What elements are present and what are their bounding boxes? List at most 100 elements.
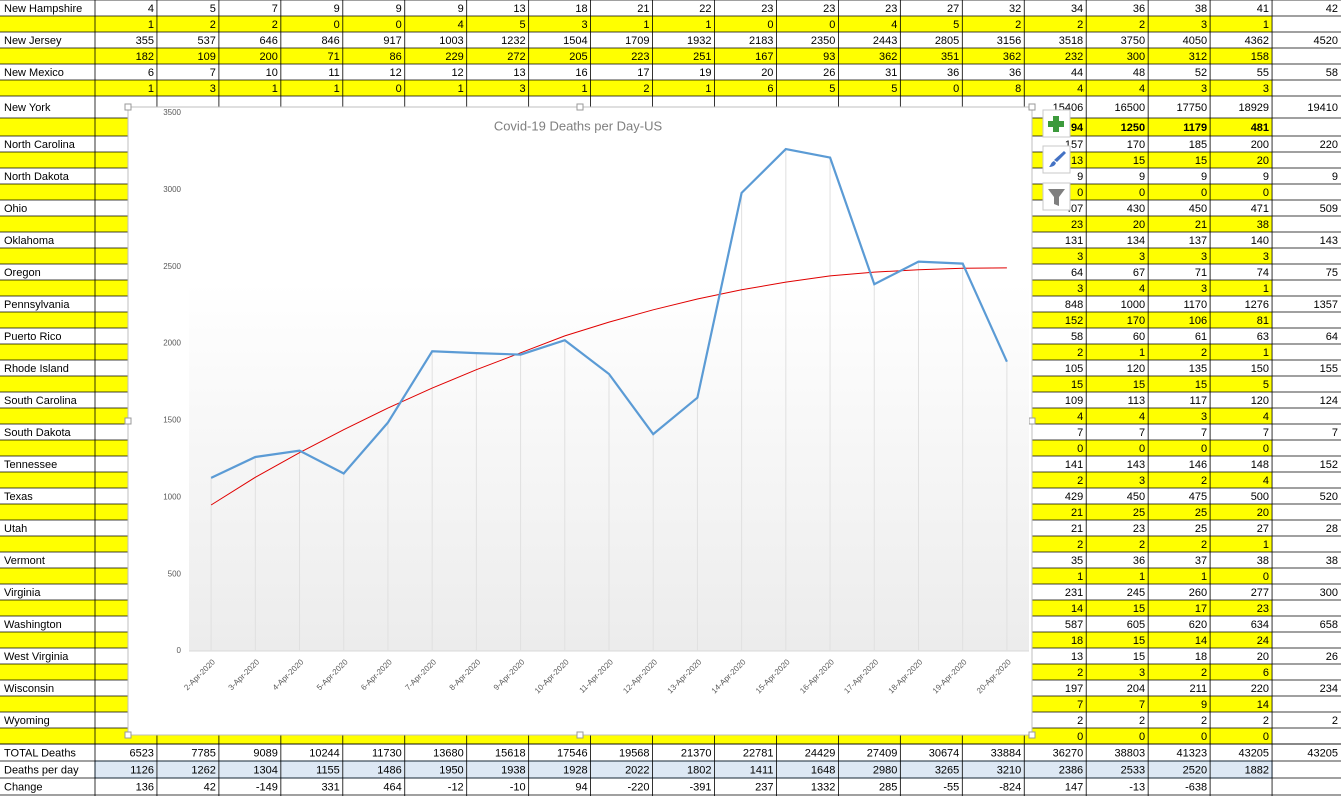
- cell: 223: [631, 51, 649, 63]
- cell: 93: [823, 51, 835, 63]
- cell: 1928: [563, 764, 587, 776]
- cell: 117: [1190, 395, 1208, 407]
- cell: 60: [1133, 331, 1145, 343]
- cell: 4: [1139, 283, 1145, 295]
- cell: 15: [1133, 603, 1145, 615]
- cell: 0: [1263, 443, 1269, 455]
- cell: 1: [1139, 571, 1145, 583]
- row-label: Rhode Island: [4, 363, 69, 375]
- resize-handle: [124, 731, 132, 739]
- cell: 1: [1139, 347, 1145, 359]
- cell: 4: [148, 3, 154, 15]
- cell: 2: [643, 83, 649, 95]
- row-label: South Carolina: [4, 395, 78, 407]
- row-label: Tennessee: [4, 459, 57, 471]
- cell: 2: [1201, 667, 1207, 679]
- cell: 3: [1139, 251, 1145, 263]
- cell: 481: [1251, 122, 1269, 134]
- cell: 1504: [563, 35, 587, 47]
- cell: -12: [448, 781, 464, 793]
- cell: 152: [1065, 315, 1083, 327]
- row-label: Pennsylvania: [4, 299, 70, 311]
- cell: 1938: [501, 764, 525, 776]
- cell: 20: [1257, 651, 1269, 663]
- plus-icon: [1048, 116, 1064, 132]
- row-label: Wyoming: [4, 715, 50, 727]
- row-label: Oklahoma: [4, 235, 55, 247]
- cell: 9: [1332, 171, 1338, 183]
- cell: 23: [1133, 523, 1145, 535]
- cell: 27: [947, 3, 959, 15]
- cell: 2: [272, 19, 278, 31]
- cell: 27: [1257, 523, 1269, 535]
- cell: 5: [520, 19, 526, 31]
- cell: 170: [1127, 139, 1145, 151]
- cell: 20: [1133, 219, 1145, 231]
- cell: 2: [1015, 19, 1021, 31]
- cell: 0: [396, 83, 402, 95]
- cell: 1332: [811, 781, 835, 793]
- cell: 48: [1133, 67, 1145, 79]
- cell: 587: [1065, 619, 1083, 631]
- cell: 36: [1133, 3, 1145, 15]
- cell: 143: [1127, 459, 1145, 471]
- cell: 1932: [687, 35, 711, 47]
- cell: 86: [390, 51, 402, 63]
- cell: 1232: [501, 35, 525, 47]
- filter-icon: [1048, 189, 1065, 206]
- cell: 23: [1071, 219, 1083, 231]
- y-tick-label: 2000: [163, 339, 181, 348]
- y-tick-label: 0: [177, 646, 182, 655]
- row-label: Change: [4, 781, 43, 793]
- cell: 44: [1071, 67, 1083, 79]
- cell: 0: [829, 19, 835, 31]
- cell: 9: [1263, 171, 1269, 183]
- cell: 3: [210, 83, 216, 95]
- resize-handle: [1028, 103, 1036, 111]
- cell: 20: [761, 67, 773, 79]
- cell: 19568: [619, 747, 650, 759]
- row-label: Vermont: [4, 555, 45, 567]
- cell: 1648: [811, 764, 835, 776]
- cell: 21370: [681, 747, 712, 759]
- trendline: [210, 267, 1007, 506]
- cell: 2: [1332, 715, 1338, 727]
- cell: 237: [755, 781, 773, 793]
- cell: 26: [1326, 651, 1338, 663]
- cell: 2: [1201, 475, 1207, 487]
- cell: 152: [1320, 459, 1338, 471]
- cell: 4: [1077, 83, 1083, 95]
- cell: -55: [943, 781, 959, 793]
- cell: 300: [1127, 51, 1145, 63]
- cell: 16500: [1115, 102, 1146, 114]
- cell: 1: [1263, 347, 1269, 359]
- chart-title: Covid-19 Deaths per Day-US: [494, 118, 663, 133]
- cell: 4: [891, 19, 897, 31]
- cell: 7: [1077, 427, 1083, 439]
- cell: 43205: [1307, 747, 1338, 759]
- row-label: Puerto Rico: [4, 331, 61, 343]
- cell: 13: [1071, 155, 1083, 167]
- row-label: New York: [4, 102, 51, 114]
- cell: 7: [1332, 427, 1338, 439]
- cell: 1: [1263, 283, 1269, 295]
- cell: 25: [1133, 507, 1145, 519]
- cell: 21: [1071, 507, 1083, 519]
- row-label: West Virginia: [4, 651, 69, 663]
- cell: 42: [1326, 3, 1338, 15]
- cell: 0: [1201, 187, 1207, 199]
- cell: 211: [1190, 683, 1208, 695]
- cell: 4520: [1314, 35, 1338, 47]
- cell: 3: [1201, 251, 1207, 263]
- cell: 30674: [929, 747, 960, 759]
- cell: 10: [266, 67, 278, 79]
- cell: 5: [210, 3, 216, 15]
- cell: 3265: [935, 764, 959, 776]
- cell: 646: [259, 35, 277, 47]
- cell: 21: [637, 3, 649, 15]
- cell: 7: [1077, 699, 1083, 711]
- cell: 15: [1133, 155, 1145, 167]
- cell: 14: [1071, 603, 1083, 615]
- cell: 135: [1189, 363, 1207, 375]
- cell: 12: [451, 67, 463, 79]
